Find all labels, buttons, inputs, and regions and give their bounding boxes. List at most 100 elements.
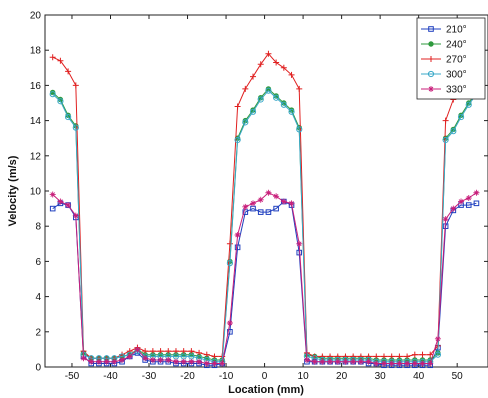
- data-point: [427, 360, 434, 367]
- data-point: [434, 335, 441, 342]
- data-point: [473, 200, 480, 207]
- data-point: [396, 353, 403, 360]
- data-point: [242, 203, 249, 210]
- y-tick-label: 12: [30, 151, 42, 162]
- data-point: [196, 358, 203, 365]
- y-tick-label: 4: [35, 292, 41, 303]
- legend-label: 270°: [446, 55, 467, 66]
- axis-ticks: 0 2 4 6 8 10 12 14 16 18 20 -50 -40 -30 -20 -10 0 10 20 30 4…: [30, 11, 488, 382]
- data-point: [380, 360, 387, 367]
- data-point: [465, 195, 472, 202]
- data-point: [458, 198, 465, 205]
- data-point: [280, 64, 287, 71]
- legend-marker: [427, 70, 435, 78]
- data-point: [72, 82, 79, 89]
- data-point: [365, 358, 372, 365]
- data-point: [296, 126, 303, 133]
- data-point: [457, 113, 465, 121]
- data-point: [49, 54, 56, 61]
- legend-marker: [428, 56, 434, 62]
- data-point: [126, 348, 133, 355]
- data-point: [350, 358, 357, 365]
- data-point: [126, 353, 133, 360]
- data-point: [142, 348, 149, 355]
- data-point: [265, 50, 272, 57]
- y-tick-label: 18: [30, 46, 42, 57]
- data-point: [180, 358, 187, 365]
- data-point: [442, 216, 449, 223]
- series-4: [49, 189, 480, 367]
- y-tick-label: 2: [35, 327, 41, 338]
- data-point: [57, 98, 64, 105]
- data-point: [296, 85, 303, 92]
- data-point: [273, 205, 279, 212]
- data-point: [103, 358, 110, 365]
- data-point: [319, 353, 326, 360]
- data-point: [80, 355, 87, 362]
- y-tick-label: 10: [30, 187, 42, 198]
- y-tick-label: 16: [30, 81, 42, 92]
- data-point: [257, 196, 264, 203]
- data-point: [257, 61, 264, 68]
- data-point: [188, 348, 195, 355]
- x-tick-label: 10: [298, 371, 310, 382]
- data-point: [242, 85, 249, 92]
- x-tick-label: 20: [336, 371, 348, 382]
- data-point: [357, 353, 364, 360]
- y-tick-label: 6: [35, 257, 41, 268]
- data-point: [365, 353, 372, 360]
- data-point: [319, 358, 326, 365]
- y-axis-label: Velocity (m/s): [7, 155, 19, 226]
- data-point: [288, 71, 295, 78]
- data-point: [419, 360, 426, 367]
- data-point: [165, 348, 172, 355]
- legend-marker: [428, 86, 434, 92]
- data-point: [342, 358, 349, 365]
- data-point: [411, 360, 418, 367]
- data-point: [227, 329, 233, 335]
- data-point: [265, 87, 272, 94]
- data-point: [88, 358, 95, 365]
- y-tick-label: 8: [35, 222, 41, 233]
- x-tick-label: -50: [65, 371, 80, 382]
- data-point: [234, 136, 241, 144]
- data-point: [234, 244, 241, 251]
- data-point: [273, 193, 280, 200]
- x-tick-label: -10: [219, 371, 234, 382]
- data-point: [411, 351, 418, 358]
- data-point: [57, 57, 64, 64]
- x-tick-label: -40: [103, 371, 118, 382]
- data-point: [149, 348, 156, 355]
- data-point: [165, 356, 172, 363]
- data-point: [134, 346, 141, 353]
- data-point: [427, 351, 434, 358]
- data-point: [249, 108, 257, 115]
- data-point: [342, 353, 349, 360]
- data-point: [234, 103, 241, 110]
- data-point: [303, 356, 310, 363]
- data-point: [404, 360, 411, 367]
- data-point: [196, 349, 203, 356]
- data-point: [288, 200, 295, 207]
- data-point: [473, 189, 480, 196]
- data-point: [265, 189, 272, 196]
- data-point: [49, 205, 56, 212]
- data-point: [450, 128, 457, 135]
- data-point: [450, 205, 457, 212]
- data-point: [57, 198, 64, 205]
- data-point: [280, 101, 287, 108]
- x-tick-label: 40: [413, 371, 425, 382]
- x-tick-label: -30: [142, 371, 157, 382]
- data-point: [257, 209, 264, 215]
- data-point: [327, 353, 334, 360]
- data-point: [72, 212, 79, 219]
- legend-marker: [428, 26, 434, 32]
- data-point: [465, 101, 472, 108]
- data-point: [334, 358, 341, 365]
- x-axis-label: Location (mm): [228, 384, 304, 396]
- data-point: [226, 320, 233, 326]
- data-point: [327, 358, 334, 365]
- data-point: [65, 113, 72, 121]
- data-point: [203, 360, 210, 367]
